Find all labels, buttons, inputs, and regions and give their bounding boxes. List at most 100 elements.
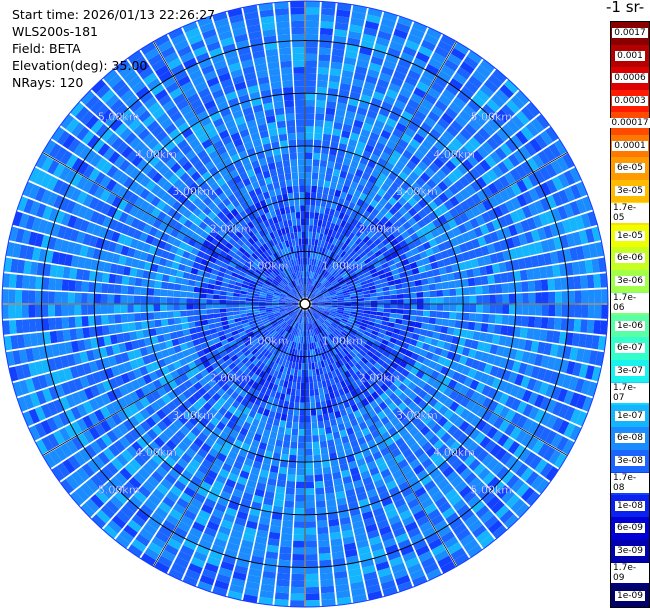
range-gate [16,334,26,349]
range-gate [88,282,96,293]
range-gate [55,278,63,291]
range-gate [417,198,428,209]
range-gate [82,164,95,179]
range-gate [453,271,462,280]
range-gate [350,389,358,398]
range-gate [227,451,238,461]
range-gate [317,73,329,82]
range-gate [346,43,359,53]
range-gate [364,433,374,443]
range-gate [427,87,441,100]
range-gate [569,425,582,441]
range-gate [38,346,48,360]
range-gate [262,357,269,365]
range-gate [548,304,556,317]
range-gate [540,240,550,253]
range-gate [102,272,110,283]
range-gate [334,353,341,361]
range-gate [406,275,415,282]
range-gate [528,392,539,406]
range-gate [185,464,197,475]
range-gate [153,304,161,312]
range-gate [473,370,484,382]
range-gate [319,253,324,261]
range-gate [373,261,382,268]
range-gate [186,431,197,442]
range-gate [242,337,250,344]
range-gate [73,378,84,391]
range-gate [52,179,64,194]
range-gate [310,356,315,363]
range-gate [133,368,143,379]
range-gate [176,330,184,338]
range-gate [369,466,380,476]
range-gate [23,198,35,214]
range-gate [355,485,366,495]
range-gate [87,293,95,304]
range-gate [371,257,379,265]
range-gate [449,401,460,412]
range-gate [394,422,405,432]
range-gate [411,376,421,385]
range-gate [327,505,338,514]
range-gate [294,295,300,301]
range-gate [468,348,477,359]
range-gate [306,336,309,344]
range-gate [432,268,441,277]
range-gate [526,268,535,280]
range-gate [486,99,500,113]
range-gate [381,66,394,77]
range-gate [374,85,387,95]
range-gate [170,485,183,497]
range-gate [274,445,282,454]
range-gate [354,362,363,371]
range-gate [508,315,516,326]
range-gate [204,266,213,274]
range-gate [487,182,499,195]
range-gate [310,329,314,337]
range-gate [177,458,189,469]
range-gate [350,309,358,313]
range-gate [464,472,477,485]
range-gate [246,401,254,410]
range-gate [313,342,317,350]
range-gate [237,476,248,486]
range-gate [341,130,351,139]
range-gate [75,487,89,502]
range-gate [442,507,456,519]
range-gate [521,205,533,219]
range-gate [214,187,224,197]
range-gate [422,215,432,225]
range-gate [580,379,592,395]
range-gate [280,311,287,315]
range-gate [399,271,407,279]
range-gate [502,304,510,314]
range-gate [324,114,335,122]
range-gate [246,331,254,337]
range-gate [351,365,359,374]
range-gate [285,306,293,310]
range-gate [344,362,352,371]
range-gate [88,398,100,411]
range-gate [350,403,359,413]
range-gate [537,254,546,267]
range-gate [548,449,562,465]
range-gate [283,278,289,285]
range-gate [264,557,278,566]
range-gate [425,367,434,377]
range-gate [123,176,135,189]
range-gate [288,461,297,469]
range-gate [285,487,295,495]
range-gate [314,205,321,213]
range-gate [449,441,462,453]
range-gate [202,360,211,369]
range-gate [296,286,300,293]
range-gate [352,325,360,331]
range-gate [248,282,256,288]
range-gate [573,319,582,333]
range-gate [562,219,572,234]
range-gate [305,284,307,291]
range-gate [323,280,330,287]
range-gate [549,371,560,385]
range-gate [227,315,235,321]
